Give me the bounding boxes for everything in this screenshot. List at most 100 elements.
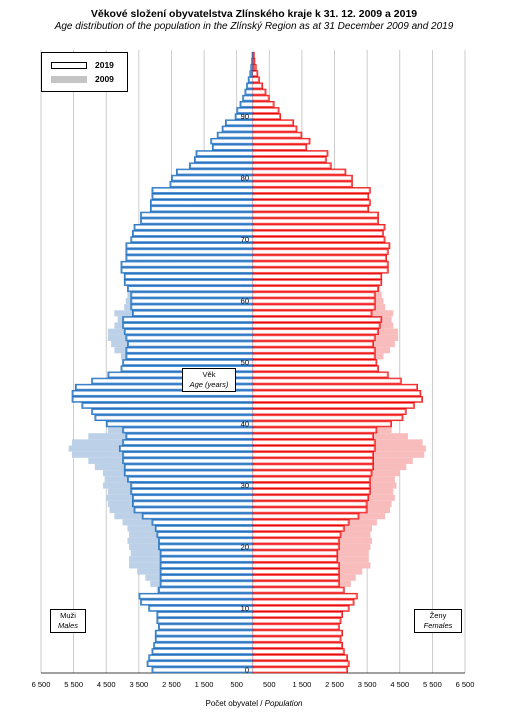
bar-male-2019 <box>146 660 254 668</box>
bar-male-2019 <box>130 303 254 311</box>
bar-male-2019 <box>149 199 254 206</box>
females-label: Ženy Females <box>414 609 462 633</box>
bar-male-2019 <box>158 623 254 631</box>
bar-male-2019 <box>242 94 254 102</box>
bar-female-2019 <box>252 242 391 249</box>
bar-male-2019 <box>122 359 254 366</box>
bar-male-2019 <box>210 137 254 145</box>
bar-female-2019 <box>252 125 298 133</box>
bar-female-2019 <box>252 291 376 299</box>
bar-female-2019 <box>252 346 376 354</box>
age-label-en: Age (years) <box>189 380 229 389</box>
bar-male-2019 <box>71 396 254 403</box>
bar-male-2019 <box>132 230 254 237</box>
x-tick-label: 5 500 <box>423 680 442 689</box>
bar-female-2019 <box>252 101 275 108</box>
bar-male-2019 <box>105 420 254 428</box>
bar-female-2019 <box>252 88 267 96</box>
x-tick-label: 3 500 <box>129 680 148 689</box>
bar-male-2019 <box>122 316 254 323</box>
bar-female-2019 <box>252 383 419 391</box>
bar-male-2019 <box>159 580 254 588</box>
legend-label-2019: 2019 <box>95 60 114 70</box>
bar-male-2019 <box>91 408 254 415</box>
bar-female-2019 <box>252 353 376 360</box>
bar-male-2019 <box>133 506 254 514</box>
bar-male-2019 <box>189 162 254 169</box>
bar-male-2019 <box>132 500 254 508</box>
bar-female-2019 <box>252 592 358 600</box>
bar-female-2019 <box>252 187 371 194</box>
bar-female-2019 <box>252 605 350 612</box>
x-tick-label: 5 500 <box>64 680 83 689</box>
bar-male-2019 <box>159 562 254 569</box>
bar-female-2019 <box>252 51 255 59</box>
bar-male-2019 <box>221 125 254 133</box>
x-tick-label: 3 500 <box>358 680 377 689</box>
x-tick-label: 4 500 <box>390 680 409 689</box>
bar-male-2019 <box>159 574 254 581</box>
x-tick-labels: 6 500 5 500 4 500 3 500 2 500 1 500 500 500 1 50… <box>32 680 475 689</box>
bar-female-2019 <box>252 420 392 428</box>
bar-male-2019 <box>156 531 254 538</box>
bar-female-2019 <box>252 543 340 551</box>
legend-label-2009: 2009 <box>95 74 114 84</box>
bar-male-2019 <box>159 568 254 575</box>
bar-female-2019 <box>252 629 343 637</box>
bar-female-2019 <box>252 512 360 520</box>
bar-male-2019 <box>130 488 254 495</box>
bar-male-2019 <box>125 353 254 360</box>
bar-female-2019 <box>252 580 340 588</box>
bar-male-2019 <box>127 476 254 483</box>
bar-male-2019 <box>141 512 254 520</box>
bar-female-2019 <box>252 254 388 262</box>
bar-male-2019 <box>154 525 254 532</box>
bar-female-2019 <box>252 506 368 514</box>
chart-title: Věkové složení obyvatelstva Zlínského kr… <box>90 8 418 20</box>
bar-male-2019 <box>156 611 254 618</box>
bar-male-2019 <box>216 131 254 139</box>
bar-female-2019 <box>252 162 332 169</box>
x-axis-title-sep: / <box>258 699 265 708</box>
bar-female-2019 <box>252 267 389 274</box>
bar-male-2019 <box>140 217 254 225</box>
bar-female-2019 <box>252 660 350 668</box>
bar-male-2019 <box>127 285 254 292</box>
bar-female-2019 <box>252 168 347 176</box>
bar-male-2019 <box>133 224 254 231</box>
bar-female-2019 <box>252 205 370 213</box>
bar-male-2019 <box>132 310 254 317</box>
bar-female-2019 <box>252 451 374 458</box>
bar-female-2019 <box>252 519 350 526</box>
bar-female-2019 <box>252 396 423 403</box>
bar-female-2019 <box>252 648 345 655</box>
bar-female-2019 <box>252 144 308 151</box>
bar-male-2019 <box>247 76 254 83</box>
bar-female-2019 <box>252 76 260 83</box>
bar-female-2019 <box>252 64 257 71</box>
bar-female-2019 <box>252 174 353 182</box>
bar-female-2019 <box>252 82 264 90</box>
bar-female-2019 <box>252 297 376 305</box>
bar-female-2019 <box>252 433 374 440</box>
bar-male-2019 <box>125 334 254 342</box>
bar-male-2019 <box>151 187 254 194</box>
bar-female-2019 <box>252 285 379 292</box>
bar-female-2019 <box>252 549 339 557</box>
age-tick-label: 20 <box>241 542 249 551</box>
x-axis-title-en: Population <box>264 699 303 708</box>
bar-female-2019 <box>252 230 384 237</box>
bar-male-2019 <box>158 537 254 545</box>
bar-female-2019 <box>252 193 370 200</box>
bar-male-2019 <box>125 242 254 249</box>
age-tick-label: 60 <box>241 297 249 306</box>
legend: 2019 2009 <box>41 52 128 92</box>
bar-male-2019 <box>123 328 254 335</box>
bar-female-2019 <box>252 414 404 422</box>
bar-female-2019 <box>252 340 374 348</box>
bar-male-2019 <box>140 211 254 219</box>
bar-male-2019 <box>159 549 254 557</box>
bar-male-2019 <box>123 463 254 471</box>
bar-female-2019 <box>252 390 422 397</box>
